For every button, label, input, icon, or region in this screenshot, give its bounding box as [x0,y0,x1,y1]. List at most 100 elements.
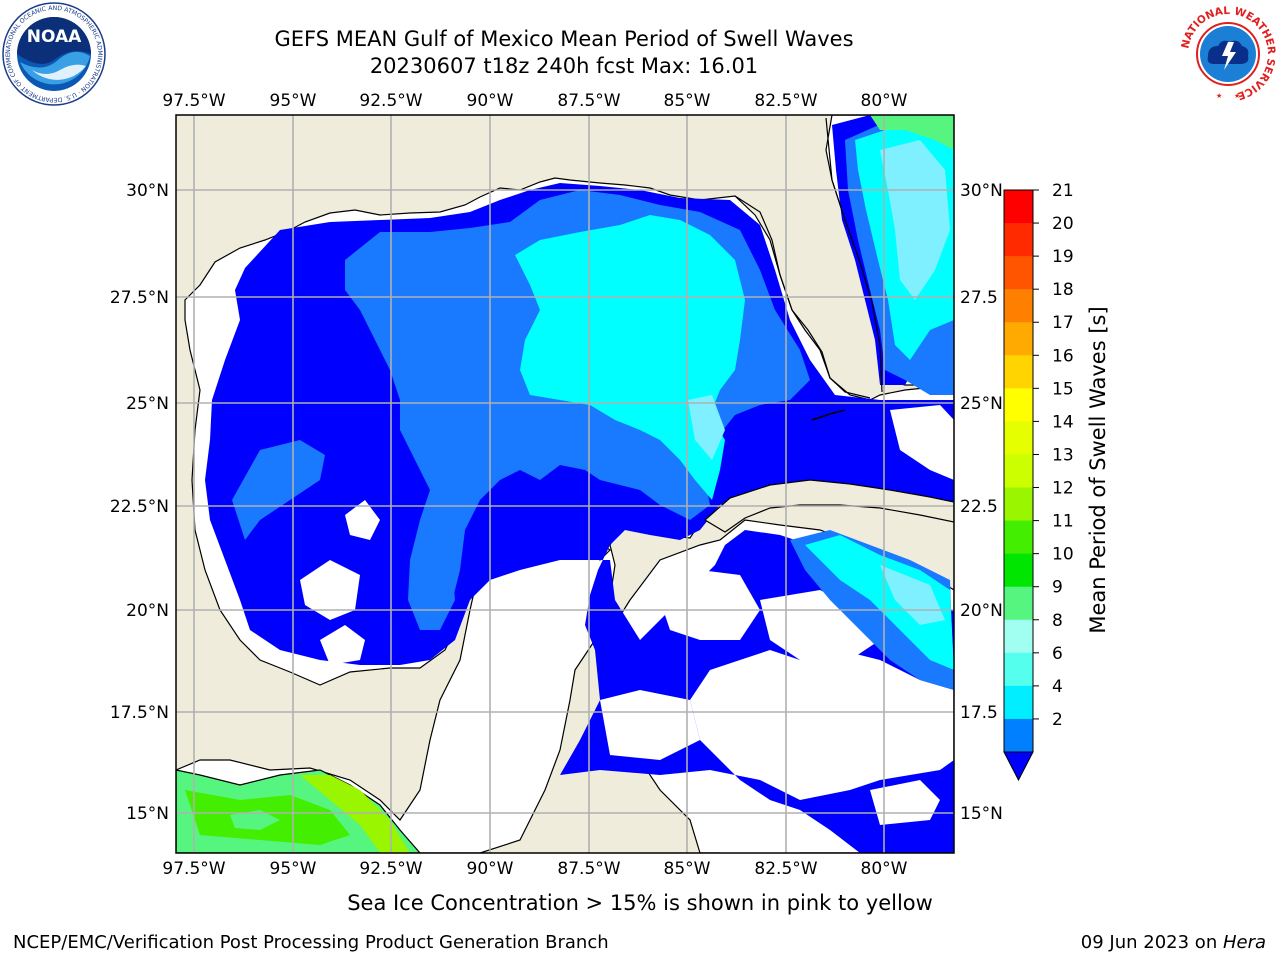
ocean-gap-8 [890,405,954,480]
bottom-lon-label: 82.5°W [754,859,817,879]
left-lat-label: 25°N [126,394,169,414]
top-lon-label: 92.5°W [359,91,422,111]
bottom-lon-label: 95°W [270,859,317,879]
swell-4-6s-bay [408,540,455,630]
noaa-logo-text: NOAA [27,27,82,47]
colorbar-tick-label: 18 [1052,280,1074,300]
colorbar-extend-arrow [1003,751,1034,782]
colorbar-frame [1003,189,1034,753]
top-lon-label: 90°W [467,91,514,111]
colorbar-segment [1004,652,1033,687]
noaa-logo: NATIONAL OCEANIC AND ATMOSPHERIC ADMINIS… [2,2,106,106]
top-lon-label: 97.5°W [162,91,225,111]
colorbar: 21 20 19 18 17 16 15 14 13 12 11 10 9 8 6 4 2 [1003,181,1074,782]
left-lat-label: 30°N [126,181,169,201]
colorbar-segment [1004,190,1033,224]
swell-4-6s-patch [445,300,480,330]
colorbar-tick-label: 14 [1052,412,1074,432]
colorbar-tick-label: 19 [1052,247,1074,267]
colorbar-tick-label: 17 [1052,313,1074,333]
bottom-lon-label: 97.5°W [162,859,225,879]
colorbar-tick-label: 15 [1052,379,1074,399]
colorbar-segment [1004,520,1033,555]
bottom-lon-label: 87.5°W [557,859,620,879]
left-lat-label: 15°N [126,804,169,824]
top-lon-label: 95°W [270,91,317,111]
colorbar-segment [1004,685,1033,720]
right-lat-label: 15°N [960,804,1003,824]
colorbar-segment [1004,718,1033,753]
colorbar-tick-label: 12 [1052,479,1074,499]
ocean-gap-3 [320,625,365,665]
atlantic-swell-9-10s [870,115,954,150]
credit-line: NCEP/EMC/Verification Post Processing Pr… [13,932,609,953]
bottom-lon-label: 92.5°W [359,859,422,879]
map-subtitle: 20230607 t18z 240h fcst Max: 16.01 [369,54,759,78]
sea-ice-note: Sea Ice Concentration > 15% is shown in … [347,891,933,915]
nws-logo: NATIONAL WEATHER SERVICE ★ ★ [1178,4,1278,104]
ocean-gap-2 [345,500,380,540]
atlantic-swell-8-9s [880,140,950,300]
right-lat-label: 22.5 [960,497,998,517]
florida-keys [811,409,846,421]
caribbean-swell-6-8s [805,535,954,670]
ocean-gap-1 [300,560,360,620]
ocean-gap-4 [660,570,760,640]
colorbar-segment [1004,487,1033,522]
colorbar-segment [1004,553,1033,588]
left-lat-label: 20°N [126,601,169,621]
florida-west-coast [734,195,871,399]
swell-4-6s-west [232,440,325,540]
pacific-swell-10s [230,810,280,830]
left-lat-label: 22.5°N [110,497,169,517]
map-plot-area [176,115,954,853]
map-frame [175,114,955,854]
right-lat-label: 25°N [960,394,1003,414]
right-lat-label: 20°N [960,601,1003,621]
right-lat-label: 30°N [960,181,1003,201]
florida-east-coast [825,117,883,393]
left-lat-label: 27.5°N [110,288,169,308]
top-lon-label: 85°W [664,91,711,111]
colorbar-tick-label: 13 [1052,445,1074,465]
colorbar-tick-label: 21 [1052,181,1074,201]
colorbar-tick-label: 8 [1052,611,1063,631]
map-title: GEFS MEAN Gulf of Mexico Mean Period of … [274,27,854,51]
colorbar-tick-label: 16 [1052,346,1074,366]
colorbar-segment [1004,289,1033,323]
left-lat-label: 17.5°N [110,703,169,723]
colorbar-tick-label: 6 [1052,644,1063,664]
colorbar-tick-label: 11 [1052,512,1074,532]
colorbar-segment [1004,355,1033,389]
right-lat-label: 17.5 [960,703,998,723]
colorbar-segment [1004,586,1033,621]
bottom-lon-label: 85°W [664,859,711,879]
colorbar-segment [1004,256,1033,290]
colorbar-tick-label: 2 [1052,710,1063,730]
colorbar-label: Mean Period of Swell Waves [s] [1086,306,1110,633]
colorbar-segment [1004,223,1033,257]
swell-4-6s-patch-2 [480,255,512,278]
bottom-lon-label: 90°W [467,859,514,879]
pacific-swell-12s [300,775,410,853]
ocean-gap-7 [770,690,900,770]
ocean-gap-9 [700,790,800,853]
colorbar-segment [1004,454,1033,489]
colorbar-segment [1004,619,1033,654]
colorbar-tick-label: 9 [1052,578,1063,598]
cuba-coast [703,479,954,533]
top-lon-label: 80°W [861,91,908,111]
run-date: 09 Jun 2023 on Hera [1080,932,1266,953]
right-lat-label: 27.5 [960,288,998,308]
colorbar-tick-label: 10 [1052,545,1074,565]
top-lon-label: 82.5°W [754,91,817,111]
svg-text:★: ★ [1234,92,1240,100]
colorbar-tick-label: 4 [1052,677,1063,697]
top-lon-label: 87.5°W [557,91,620,111]
swell-6-8s-ridge [688,395,725,460]
gridlines [176,115,954,853]
colorbar-segment [1004,421,1033,455]
colorbar-segment [1004,322,1033,356]
bottom-lon-label: 80°W [861,859,908,879]
